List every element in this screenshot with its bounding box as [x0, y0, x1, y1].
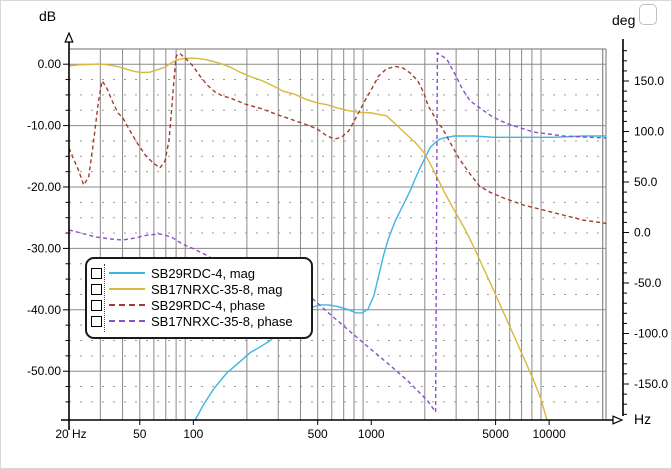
- hz-axis-unit-label: Hz: [634, 411, 652, 427]
- right-arrow-icon: [612, 415, 624, 425]
- db-tick-label: -10.00: [27, 119, 61, 133]
- legend-line-sample: [109, 288, 145, 290]
- legend-item-label: SB17NRXC-35-8, phase: [151, 313, 293, 329]
- db-tick-label: -30.00: [27, 241, 61, 255]
- deg-tick-label: 50.0: [634, 175, 658, 189]
- hz-tick-label: 5000: [482, 427, 509, 441]
- legend-checkbox-icon[interactable]: [91, 283, 102, 295]
- legend-line-sample: [109, 320, 145, 322]
- deg-axis-toggle-button[interactable]: [639, 4, 657, 25]
- up-arrow-icon: [64, 31, 74, 43]
- legend-checkbox-icon[interactable]: [91, 315, 102, 327]
- legend-item-label: SB29RDC-4, mag: [151, 265, 256, 281]
- hz-tick-label: 1000: [358, 427, 385, 441]
- hz-tick-label: 10000: [532, 427, 566, 441]
- db-tick-label: -20.00: [27, 180, 61, 194]
- hz-tick-label: 50: [133, 427, 147, 441]
- legend-line-sample: [109, 272, 145, 274]
- legend-checkbox-icon[interactable]: [91, 267, 102, 279]
- legend-line-sample: [109, 304, 145, 306]
- curve-sb17nrxc-35-8-mag: [69, 57, 548, 421]
- deg-axis-unit-label: deg: [612, 12, 636, 28]
- hz-tick-label: 500: [308, 427, 328, 441]
- curve-sb29rdc-4-phase: [69, 52, 607, 225]
- legend-separator-line: [104, 264, 105, 332]
- db-tick-label: 0.00: [38, 57, 62, 71]
- deg-tick-label: 0.0: [634, 226, 651, 240]
- legend: SB29RDC-4, mag SB17NRXC-35-8, mag SB29RD…: [85, 257, 313, 339]
- legend-item: SB17NRXC-35-8, phase: [91, 313, 311, 329]
- legend-item-label: SB29RDC-4, phase: [151, 297, 266, 313]
- hz-tick-label: 20 Hz: [55, 427, 86, 441]
- legend-item-label: SB17NRXC-35-8, mag: [151, 281, 283, 297]
- curve-sb17nrxc-35-8-phase: [69, 51, 607, 415]
- curve-sb29rdc-4-mag: [193, 135, 607, 421]
- deg-tick-label: -150.0: [634, 377, 668, 391]
- legend-checkbox-icon[interactable]: [91, 299, 102, 311]
- hz-tick-label: 100: [183, 427, 203, 441]
- legend-item: SB29RDC-4, phase: [91, 297, 311, 313]
- legend-item: SB17NRXC-35-8, mag: [91, 281, 311, 297]
- legend-item: SB29RDC-4, mag: [91, 265, 311, 281]
- deg-tick-label: 100.0: [634, 125, 664, 139]
- db-tick-label: -50.00: [27, 364, 61, 378]
- db-tick-label: -40.00: [27, 303, 61, 317]
- deg-tick-label: 150.0: [634, 74, 664, 88]
- deg-tick-label: -100.0: [634, 327, 668, 341]
- db-axis-unit-label: dB: [39, 8, 57, 24]
- deg-tick-label: -50.0: [634, 276, 662, 290]
